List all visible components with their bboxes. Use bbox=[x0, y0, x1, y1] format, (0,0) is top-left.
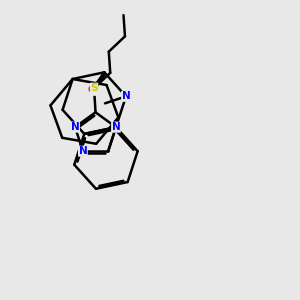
Text: N: N bbox=[122, 92, 130, 101]
Text: N: N bbox=[79, 146, 87, 156]
Text: S: S bbox=[90, 83, 98, 93]
Text: N: N bbox=[112, 122, 120, 132]
Text: O: O bbox=[87, 85, 96, 95]
Text: N: N bbox=[71, 122, 80, 132]
